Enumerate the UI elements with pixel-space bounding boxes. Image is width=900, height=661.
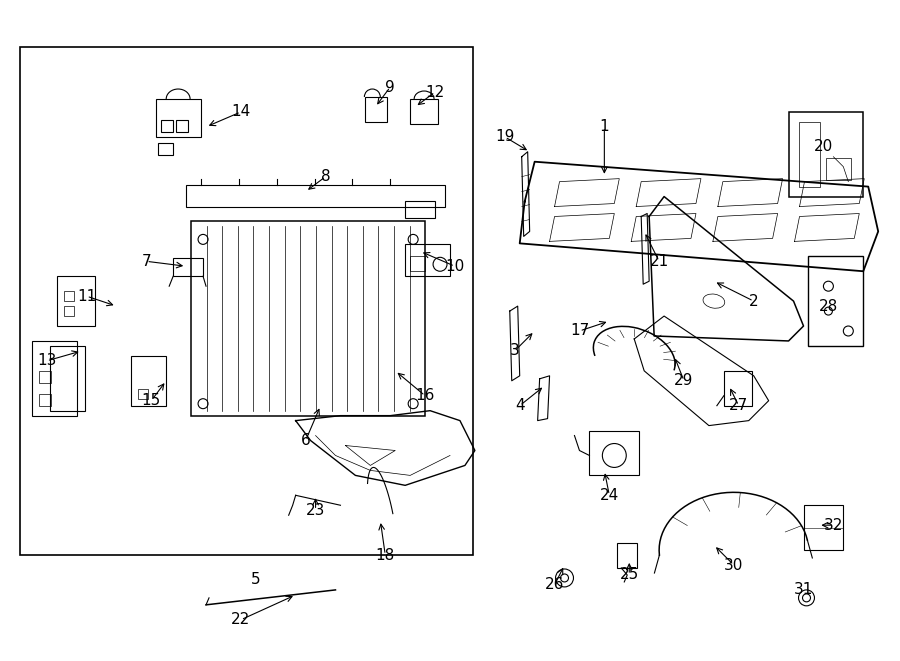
Bar bbox=[39, 394, 50, 406]
Bar bbox=[405, 200, 435, 219]
Bar bbox=[131, 356, 166, 406]
Text: 11: 11 bbox=[76, 289, 96, 303]
Bar bbox=[20, 47, 472, 555]
Text: 12: 12 bbox=[426, 85, 445, 100]
Text: 31: 31 bbox=[794, 582, 814, 598]
Text: 23: 23 bbox=[306, 503, 325, 518]
Text: 21: 21 bbox=[650, 254, 669, 269]
Text: 32: 32 bbox=[824, 518, 843, 533]
Text: 20: 20 bbox=[814, 139, 833, 154]
Text: 19: 19 bbox=[495, 130, 515, 144]
Bar bbox=[410, 99, 438, 124]
Text: 2: 2 bbox=[749, 293, 759, 309]
Text: 17: 17 bbox=[570, 323, 590, 338]
Bar bbox=[804, 505, 843, 550]
Text: 30: 30 bbox=[724, 557, 743, 572]
Bar bbox=[50, 346, 85, 410]
Text: 28: 28 bbox=[819, 299, 838, 313]
Bar bbox=[808, 256, 863, 346]
Text: 7: 7 bbox=[141, 254, 151, 269]
Bar bbox=[173, 258, 203, 276]
Bar bbox=[724, 371, 752, 406]
Bar bbox=[32, 341, 76, 416]
Text: 27: 27 bbox=[729, 398, 749, 413]
Text: 16: 16 bbox=[416, 388, 435, 403]
Text: 29: 29 bbox=[674, 373, 694, 388]
Bar bbox=[139, 389, 148, 399]
Text: 15: 15 bbox=[141, 393, 161, 408]
Bar bbox=[410, 256, 425, 271]
Bar bbox=[826, 158, 851, 180]
Text: 14: 14 bbox=[231, 104, 250, 120]
Bar bbox=[788, 112, 863, 196]
Bar bbox=[157, 99, 201, 137]
Text: 22: 22 bbox=[231, 612, 250, 627]
Bar bbox=[191, 221, 425, 416]
Bar bbox=[161, 120, 173, 132]
Text: 24: 24 bbox=[599, 488, 619, 503]
Text: 9: 9 bbox=[385, 79, 395, 95]
Text: 1: 1 bbox=[599, 120, 609, 134]
Text: 5: 5 bbox=[251, 572, 261, 588]
Bar bbox=[64, 291, 74, 301]
Bar bbox=[365, 97, 387, 122]
Bar bbox=[405, 245, 450, 276]
Bar bbox=[798, 122, 821, 186]
Bar bbox=[590, 430, 639, 475]
Text: 8: 8 bbox=[320, 169, 330, 184]
Text: 13: 13 bbox=[37, 354, 57, 368]
Bar bbox=[64, 306, 74, 316]
Bar bbox=[617, 543, 637, 568]
Bar bbox=[57, 276, 94, 326]
Text: 3: 3 bbox=[510, 344, 519, 358]
Text: 10: 10 bbox=[446, 258, 464, 274]
Text: 18: 18 bbox=[375, 547, 395, 563]
Text: 4: 4 bbox=[515, 398, 525, 413]
Text: 25: 25 bbox=[619, 567, 639, 582]
Text: 26: 26 bbox=[544, 578, 564, 592]
Text: 6: 6 bbox=[301, 433, 310, 448]
Bar bbox=[186, 184, 445, 206]
Bar bbox=[176, 120, 188, 132]
Bar bbox=[39, 371, 50, 383]
Bar bbox=[158, 143, 173, 155]
